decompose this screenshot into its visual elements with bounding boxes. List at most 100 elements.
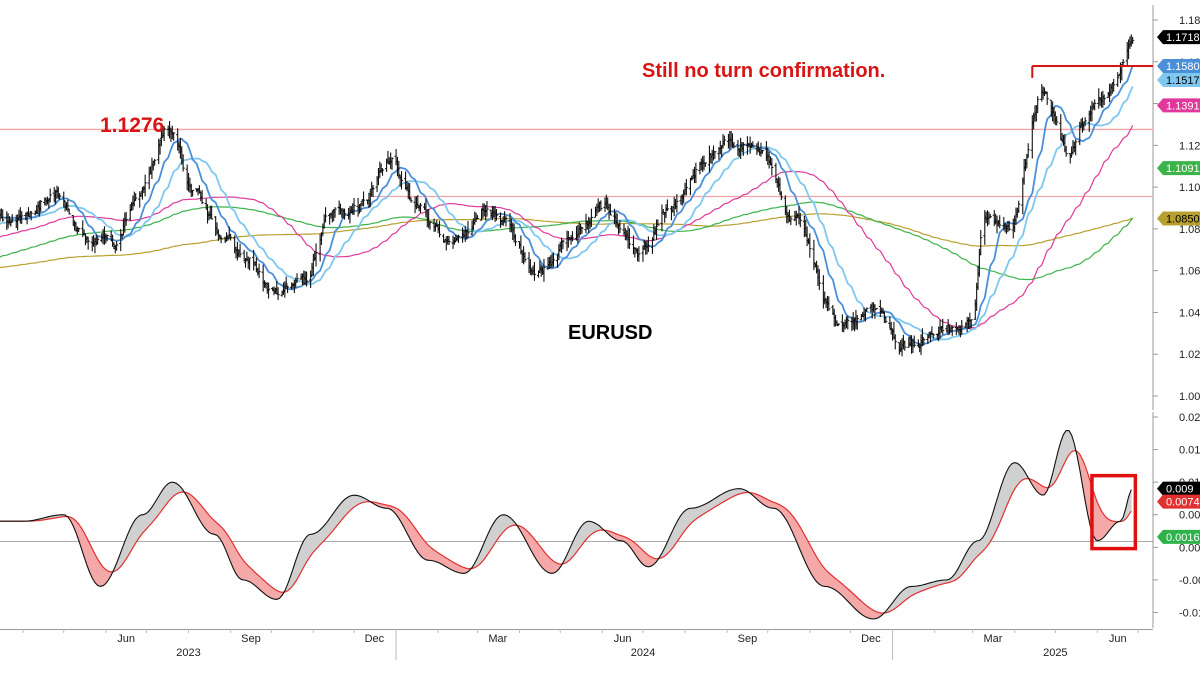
price-bar	[333, 207, 337, 218]
price-bar	[660, 204, 664, 232]
x-tick-label: Dec	[365, 633, 385, 645]
price-bar	[884, 316, 888, 324]
price-bar	[67, 208, 71, 215]
price-bar	[276, 287, 280, 301]
oscillator-y-tick-label: 0.00	[1179, 542, 1200, 554]
price-bar	[751, 141, 755, 148]
price-bar	[589, 208, 594, 228]
price-bar	[523, 252, 527, 263]
price-y-tick-label: 1.1800	[1179, 15, 1200, 27]
price-bar	[893, 334, 897, 350]
x-year-label: 2023	[176, 647, 200, 659]
oscillator-y-tick-label: 0.005	[1179, 510, 1200, 522]
value-tag-label: 1.1718	[1166, 32, 1200, 44]
oscillator-panel: 0.020.0150.010.0050.00-0.005-0.01 0.0090…	[0, 412, 1200, 628]
moving-average-line	[0, 65, 1134, 346]
price-bar	[817, 269, 821, 291]
x-axis-ticks: Jun Sep Dec Mar Jun Sep Dec Mar Jun 2023 2024 2025	[22, 629, 1139, 660]
price-bar	[580, 226, 584, 234]
highlight-box	[1090, 473, 1138, 551]
oscillator-line	[0, 429, 1132, 620]
price-bar	[570, 231, 575, 242]
value-tag-shape	[1157, 481, 1200, 496]
price-y-tick-label: 1.0200	[1179, 349, 1200, 361]
x-tick-label: Sep	[241, 633, 261, 645]
chart-note: Still no turn confirmation.	[642, 60, 885, 82]
price-y-tick-label: 1.0400	[1179, 307, 1200, 319]
price-bar	[665, 199, 669, 212]
price-bar	[827, 296, 831, 311]
price-bar	[219, 235, 223, 244]
x-year-label: 2025	[1043, 647, 1067, 659]
price-bar	[618, 220, 622, 234]
price-bar	[143, 174, 147, 197]
value-tag-shape	[1157, 161, 1200, 176]
price-value-tag: 1.1580	[1157, 58, 1200, 73]
price-bar	[314, 243, 318, 267]
price-bar	[608, 203, 613, 216]
price-bar	[39, 200, 43, 213]
price-bar	[475, 215, 480, 220]
price-bar	[266, 282, 271, 299]
value-tag-label: 0.009	[1166, 484, 1194, 496]
x-tick-label: Mar	[983, 633, 1002, 645]
x-year-label: 2024	[631, 647, 655, 659]
price-bar	[599, 200, 603, 211]
price-value-tag: 1.1091	[1157, 161, 1200, 175]
price-bar	[675, 194, 679, 213]
price-bar	[770, 157, 774, 176]
price-bar	[309, 270, 313, 288]
price-bar	[257, 263, 261, 279]
price-bar	[920, 328, 924, 347]
price-bar	[979, 230, 983, 256]
price-value-tag: 1.1718	[1157, 30, 1200, 45]
price-bar	[1083, 117, 1087, 127]
price-bar	[794, 210, 798, 226]
price-bar	[352, 198, 356, 216]
price-bar	[134, 193, 138, 202]
oscillator-highlight-box	[1090, 473, 1138, 551]
price-bar	[342, 208, 347, 220]
price-bar	[1055, 116, 1059, 126]
oscillator-value-tag: 0.009	[1157, 481, 1200, 496]
price-bar	[181, 154, 185, 172]
price-y-tick-label: 1.0000	[1179, 391, 1200, 403]
price-bar	[969, 319, 973, 329]
price-bar	[931, 332, 935, 339]
price-bar	[105, 234, 109, 242]
price-bar	[262, 280, 267, 288]
price-bar	[238, 243, 242, 258]
price-bar	[808, 233, 812, 258]
value-tag-label: 0.0016	[1166, 532, 1200, 544]
price-bar	[615, 213, 619, 229]
oscillator-y-tick-label: 0.02	[1179, 412, 1200, 424]
price-bar	[1, 209, 5, 222]
price-bar	[485, 201, 489, 217]
price-annotation-lines	[1031, 64, 1153, 78]
price-bar	[922, 338, 926, 346]
price-bar	[789, 216, 793, 226]
price-y-tick-label: 1.1000	[1179, 182, 1200, 194]
value-tag-label: 1.0850	[1166, 213, 1200, 225]
price-bar	[115, 241, 119, 251]
value-tag-label: 1.1091	[1166, 163, 1200, 175]
moving-average-lines	[0, 65, 1134, 346]
x-tick-label: Jun	[614, 633, 632, 645]
price-bar	[846, 315, 850, 330]
x-tick-label: Sep	[738, 633, 758, 645]
price-bar	[504, 216, 508, 227]
price-bar	[285, 285, 290, 294]
price-bar	[390, 157, 394, 170]
price-bar	[627, 228, 632, 249]
price-bar	[153, 158, 157, 166]
price-bar	[656, 219, 660, 226]
price-bar	[741, 142, 745, 156]
price-bar	[912, 335, 916, 348]
price-bar	[855, 314, 859, 330]
value-tag-shape	[1157, 72, 1200, 87]
price-bar	[418, 202, 423, 214]
price-bar	[58, 193, 62, 200]
price-bar	[998, 215, 1002, 229]
price-bar	[447, 235, 451, 246]
